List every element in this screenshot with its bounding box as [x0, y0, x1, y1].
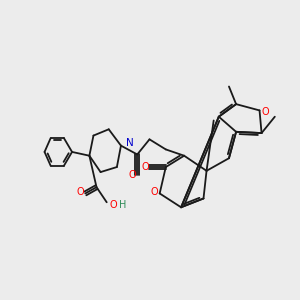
Text: H: H	[119, 200, 126, 210]
Text: O: O	[77, 187, 84, 197]
Text: O: O	[142, 162, 149, 172]
Text: O: O	[128, 169, 136, 180]
Text: O: O	[109, 200, 117, 210]
Text: O: O	[261, 107, 269, 117]
Text: O: O	[151, 187, 158, 197]
Text: N: N	[126, 138, 134, 148]
